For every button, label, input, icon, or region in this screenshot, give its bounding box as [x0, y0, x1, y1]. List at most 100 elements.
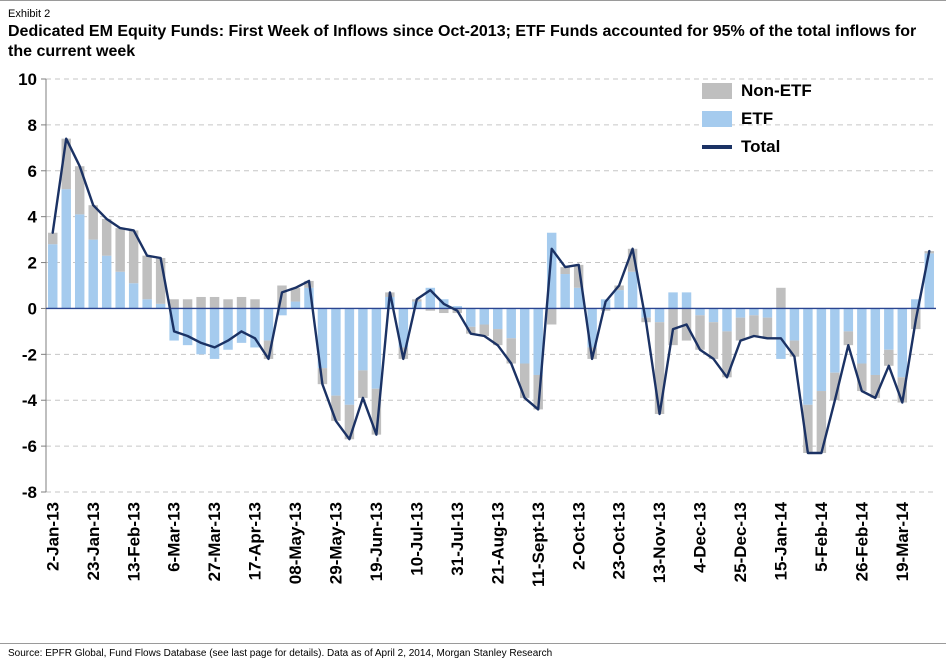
bar-non-etf — [101, 218, 112, 256]
legend-label-non-etf: Non-ETF — [741, 80, 812, 100]
legend-label-total: Total — [741, 136, 781, 156]
report-header: Exhibit 2 Dedicated EM Equity Funds: Fir… — [0, 1, 946, 63]
y-tick-label: 0 — [28, 299, 37, 318]
x-tick-label: 13-Nov-13 — [650, 502, 669, 583]
bar-etf — [493, 308, 503, 330]
bar-etf — [843, 308, 854, 332]
bar-etf — [546, 232, 557, 309]
bar-etf — [358, 308, 368, 371]
bar-etf — [169, 308, 179, 341]
bar-non-etf — [128, 230, 139, 284]
bar-etf — [506, 308, 516, 339]
bar-non-etf — [519, 363, 530, 398]
y-tick-label: -8 — [22, 483, 37, 502]
bar-etf — [776, 308, 786, 359]
bar-etf — [924, 253, 934, 309]
bar-etf — [48, 244, 58, 309]
bar-etf — [425, 287, 436, 309]
bar-non-etf — [209, 296, 220, 309]
bar-non-etf — [546, 308, 557, 325]
y-tick-label: 6 — [28, 162, 37, 181]
bar-non-etf — [74, 166, 85, 215]
bar-etf — [897, 308, 908, 378]
total-line-swatch-icon — [702, 144, 732, 149]
bar-etf — [371, 308, 382, 389]
stacked-bars — [48, 138, 934, 453]
bar-etf — [519, 308, 530, 364]
bar-non-etf — [695, 315, 705, 350]
x-tick-label: 19-Mar-14 — [893, 501, 912, 581]
bar-etf — [587, 308, 597, 348]
bar-etf — [317, 308, 328, 369]
bar-non-etf — [762, 317, 773, 339]
bar-non-etf — [250, 299, 260, 309]
bar-etf — [344, 308, 355, 405]
bar-etf — [884, 308, 894, 350]
legend-item-non-etf: Non-ETF — [702, 81, 812, 101]
bar-non-etf — [493, 329, 503, 346]
x-tick-label: 29-May-13 — [327, 502, 346, 584]
bar-etf — [803, 308, 813, 405]
bar-etf — [331, 308, 341, 396]
bar-non-etf — [897, 377, 908, 403]
bar-non-etf — [789, 340, 800, 357]
x-tick-labels: 2-Jan-13 23-Jan-13 13-Feb-13 6-Mar-13 27-Mar… — [43, 501, 912, 587]
bar-etf — [398, 308, 409, 348]
x-tick-label: 21-Aug-13 — [488, 502, 507, 584]
bar-non-etf — [263, 340, 274, 359]
y-tick-labels: -8 -6 -4 -2 0 2 4 6 8 10 — [18, 70, 37, 502]
bar-etf — [857, 308, 867, 364]
non-etf-swatch-icon — [702, 82, 732, 99]
bar-non-etf — [155, 257, 166, 304]
bar-non-etf — [236, 296, 247, 309]
gridlines — [46, 78, 936, 493]
bar-non-etf — [223, 299, 233, 309]
bar-non-etf — [776, 287, 786, 309]
x-tick-label: 27-Mar-13 — [205, 502, 224, 581]
bar-non-etf — [466, 326, 476, 334]
bar-etf — [466, 308, 476, 327]
bar-etf — [101, 255, 112, 309]
bar-etf — [614, 290, 624, 309]
bar-etf — [870, 308, 881, 375]
bar-etf — [627, 271, 638, 309]
bar-non-etf — [425, 308, 436, 311]
x-tick-label: 08-May-13 — [286, 502, 305, 584]
bar-etf — [573, 287, 584, 309]
x-tick-label: 19-Jun-13 — [367, 502, 386, 581]
x-tick-label: 6-Mar-13 — [165, 502, 184, 572]
bar-non-etf — [142, 255, 152, 300]
bar-non-etf — [115, 228, 125, 272]
source-text: Source: EPFR Global, Fund Flows Database… — [8, 648, 553, 659]
exhibit-label: Exhibit 2 — [8, 8, 51, 20]
x-tick-label: 15-Jan-14 — [772, 501, 791, 580]
bar-etf — [695, 308, 705, 316]
bar-etf — [681, 292, 692, 309]
bar-non-etf — [668, 308, 678, 346]
bar-non-etf — [830, 372, 840, 401]
bar-etf — [128, 283, 139, 309]
x-tick-label: 23-Oct-13 — [610, 502, 629, 579]
bar-non-etf — [573, 264, 584, 288]
bar-non-etf — [48, 232, 58, 245]
total-polyline — [51, 137, 931, 455]
bar-etf — [263, 308, 274, 341]
legend-item-etf: ETF — [702, 109, 812, 129]
bar-non-etf — [344, 404, 355, 440]
bar-etf — [209, 308, 220, 359]
x-tick-label: 4-Dec-13 — [691, 502, 710, 573]
bar-non-etf — [533, 374, 543, 410]
bar-non-etf — [749, 315, 759, 336]
bar-etf — [196, 308, 206, 355]
bar-non-etf — [884, 349, 894, 366]
bar-etf — [250, 308, 260, 348]
legend-label-etf: ETF — [741, 108, 774, 128]
page-title: Dedicated EM Equity Funds: First Week of… — [8, 23, 917, 61]
x-tick-label: 23-Jan-13 — [84, 502, 103, 580]
bar-non-etf — [61, 138, 71, 190]
y-tick-label: 8 — [28, 116, 37, 135]
bar-etf — [911, 299, 921, 309]
top-divider — [0, 0, 946, 1]
bar-etf — [290, 301, 301, 309]
y-tick-label: 2 — [28, 253, 37, 272]
